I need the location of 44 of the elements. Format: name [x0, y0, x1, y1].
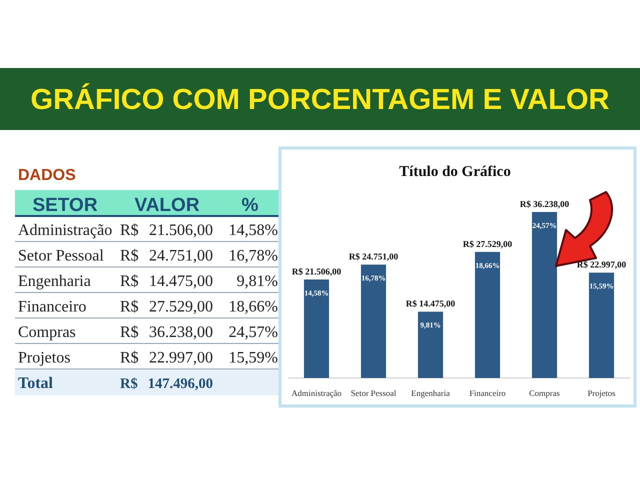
x-tick-label: Engenharia	[411, 388, 450, 398]
text: R$ 21.506,00	[120, 222, 213, 239]
x-tick-label: Financeiro	[469, 388, 506, 398]
bar	[418, 312, 444, 378]
text: GRÁFICO COM PORCENTAGEM E VALOR	[30, 83, 610, 116]
data-label: R$ 24.751,00	[348, 252, 399, 262]
data-label: R$ 36.238,00	[520, 199, 570, 209]
text: Total	[18, 374, 53, 392]
x-tick-label: Administração	[291, 388, 342, 398]
text: 16,78%	[228, 247, 278, 264]
text: 18,66%	[228, 298, 278, 316]
text: R$ 22.997,00	[120, 349, 213, 366]
data-label: R$ 14.475,00	[406, 298, 456, 309]
text: R$ 14.475,00	[120, 272, 213, 290]
x-tick-label: Compras	[529, 388, 560, 398]
text: DADOS	[18, 167, 76, 184]
bar	[588, 272, 614, 378]
text: Engenharia	[18, 272, 91, 290]
bar	[304, 279, 330, 378]
text: Projetos	[18, 349, 70, 366]
text: 9,81%	[236, 272, 278, 290]
text: R$ 27.529,00	[120, 298, 213, 316]
text: R$ 36.238,00	[120, 324, 213, 341]
category-label: %	[242, 195, 259, 216]
text: Financeiro	[18, 298, 86, 316]
chart-title: Título do Gráfico	[399, 164, 511, 180]
text: 24,57%	[228, 324, 278, 341]
bar	[532, 212, 558, 378]
bar	[360, 264, 386, 378]
text: Administração	[18, 222, 112, 239]
x-tick-label: Setor Pessoal	[350, 388, 397, 398]
category-label: VALOR	[134, 195, 200, 216]
x-tick-label: Projetos	[588, 388, 616, 398]
text: 15,59%	[228, 349, 278, 366]
data-label: R$ 27.529,00	[462, 238, 513, 249]
data-label: R$ 21.506,00	[292, 266, 342, 276]
text: 147.496,00	[148, 376, 213, 392]
category-label: SETOR	[32, 195, 98, 216]
text: 14,58%	[228, 222, 278, 239]
text: Compras	[18, 324, 76, 341]
bar	[474, 252, 500, 378]
text: Setor Pessoal	[18, 247, 104, 264]
text: R$	[120, 376, 138, 392]
text: R$ 24.751,00	[120, 247, 213, 264]
